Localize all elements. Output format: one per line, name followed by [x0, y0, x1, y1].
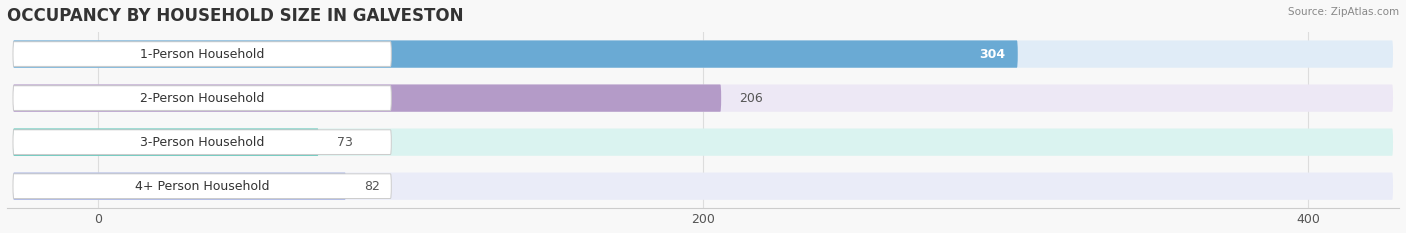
FancyBboxPatch shape	[13, 128, 319, 156]
FancyBboxPatch shape	[13, 130, 391, 154]
FancyBboxPatch shape	[13, 84, 721, 112]
Text: 73: 73	[337, 136, 353, 149]
FancyBboxPatch shape	[13, 174, 391, 199]
Text: OCCUPANCY BY HOUSEHOLD SIZE IN GALVESTON: OCCUPANCY BY HOUSEHOLD SIZE IN GALVESTON	[7, 7, 464, 25]
Text: 206: 206	[740, 92, 763, 105]
Text: 82: 82	[364, 180, 380, 193]
FancyBboxPatch shape	[13, 172, 346, 200]
FancyBboxPatch shape	[13, 128, 1393, 156]
FancyBboxPatch shape	[13, 86, 391, 110]
FancyBboxPatch shape	[13, 40, 1393, 68]
Text: Source: ZipAtlas.com: Source: ZipAtlas.com	[1288, 7, 1399, 17]
Text: 304: 304	[980, 48, 1005, 61]
FancyBboxPatch shape	[13, 84, 1393, 112]
Text: 4+ Person Household: 4+ Person Household	[135, 180, 270, 193]
Text: 3-Person Household: 3-Person Household	[141, 136, 264, 149]
FancyBboxPatch shape	[13, 172, 1393, 200]
FancyBboxPatch shape	[13, 42, 391, 66]
FancyBboxPatch shape	[13, 40, 1018, 68]
Text: 1-Person Household: 1-Person Household	[141, 48, 264, 61]
Text: 2-Person Household: 2-Person Household	[141, 92, 264, 105]
